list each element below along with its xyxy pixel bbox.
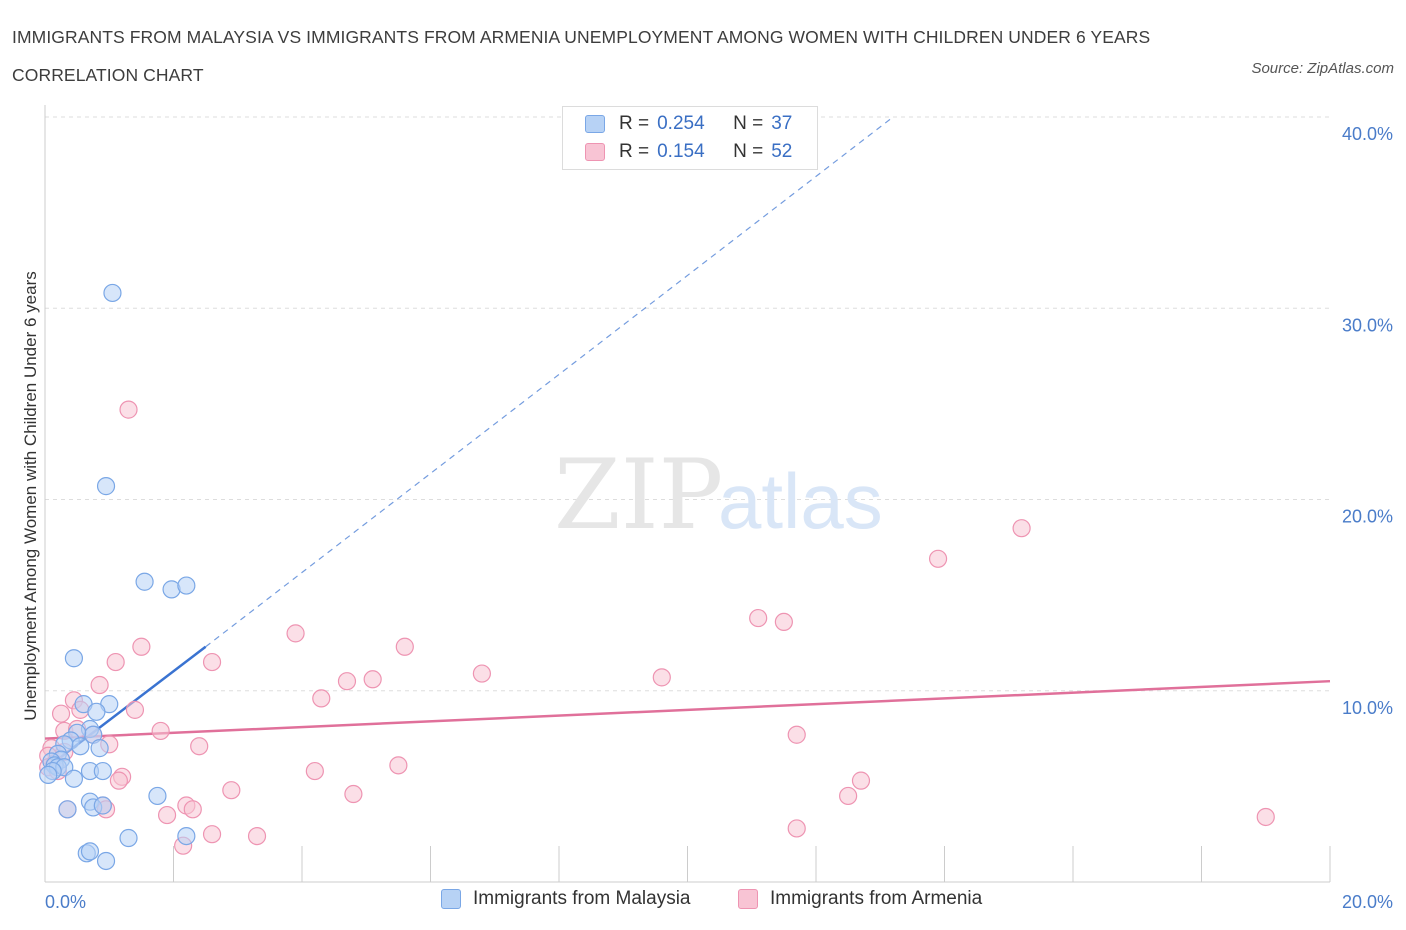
armenia-trend-line <box>44 679 1331 740</box>
chart-source: Source: ZipAtlas.com <box>1251 60 1394 77</box>
n-value: 37 <box>771 113 793 134</box>
malaysia-point <box>177 826 196 846</box>
n-label: N = <box>733 141 764 162</box>
legend-series: Immigrants from Malaysia Immigrants from… <box>0 888 1406 916</box>
malaysia-point <box>93 796 112 815</box>
malaysia-point <box>64 769 84 788</box>
armenia-point <box>190 737 209 756</box>
armenia-point <box>132 637 151 656</box>
armenia-point <box>395 637 414 656</box>
armenia-point <box>286 624 305 643</box>
r-label: R = <box>619 141 650 162</box>
x-tick-label: 20.0% <box>1342 892 1393 912</box>
legend-item-malaysia: Immigrants from Malaysia <box>441 888 691 910</box>
armenia-swatch <box>585 143 605 161</box>
armenia-point <box>337 672 357 691</box>
watermark-zip: ZIP <box>554 439 723 551</box>
armenia-point <box>90 675 109 695</box>
malaysia-point <box>96 851 116 871</box>
y-tick-label: 30.0% <box>1342 315 1393 335</box>
data-points <box>39 283 1275 871</box>
armenia-point <box>749 608 768 628</box>
armenia-point <box>109 771 128 790</box>
legend-label-malaysia: Immigrants from Malaysia <box>473 888 691 909</box>
armenia-point <box>202 825 222 844</box>
armenia-point <box>305 761 324 781</box>
malaysia-point <box>58 800 77 819</box>
armenia-point <box>157 805 177 825</box>
legend-stats: R = 0.254 N = 37 R = 0.154 N = 52 <box>562 106 818 170</box>
legend-item-armenia: Immigrants from Armenia <box>738 888 982 910</box>
armenia-point <box>51 704 71 723</box>
armenia-legend-swatch <box>738 889 758 909</box>
malaysia-point <box>80 842 100 861</box>
armenia-point <box>1012 519 1031 538</box>
y-axis-label: Unemployment Among Women with Children U… <box>21 271 40 720</box>
malaysia-point <box>93 761 112 781</box>
armenia-point <box>851 771 871 790</box>
armenia-point <box>125 700 145 719</box>
malaysia-point <box>119 828 138 848</box>
armenia-point <box>119 400 138 419</box>
armenia-point <box>389 756 408 775</box>
gridlines <box>45 116 1330 692</box>
tick-labels: 10.0% 20.0% 30.0% 40.0% 0.0% 20.0% <box>45 124 1393 912</box>
armenia-point <box>202 652 222 672</box>
legend-label-armenia: Immigrants from Armenia <box>770 888 983 909</box>
armenia-point <box>652 668 671 687</box>
armenia-point <box>774 612 793 632</box>
n-value: 52 <box>771 141 793 162</box>
chart-title: IMMIGRANTS FROM MALAYSIA VS IMMIGRANTS F… <box>12 27 1151 85</box>
legend-row-malaysia: R = 0.254 N = 37 <box>585 111 792 137</box>
malaysia-trend-extension <box>205 116 894 648</box>
malaysia-point <box>39 765 58 785</box>
r-value: 0.154 <box>657 141 705 162</box>
armenia-point <box>344 784 363 804</box>
malaysia-point <box>64 649 84 668</box>
armenia-point <box>106 652 125 672</box>
malaysia-point <box>87 702 106 721</box>
watermark: ZIP atlas <box>554 439 883 551</box>
armenia-point <box>312 689 331 708</box>
armenia-point <box>928 549 948 568</box>
malaysia-point <box>135 572 154 591</box>
r-label: R = <box>619 113 650 134</box>
armenia-point <box>151 721 170 741</box>
r-value: 0.254 <box>657 113 705 134</box>
legend-row-armenia: R = 0.154 N = 52 <box>585 139 792 165</box>
y-tick-label: 20.0% <box>1342 507 1393 527</box>
armenia-point <box>183 800 202 819</box>
watermark-atlas: atlas <box>718 457 883 545</box>
x-tick-label: 0.0% <box>45 892 86 912</box>
malaysia-point <box>103 283 122 303</box>
malaysia-legend-swatch <box>441 889 461 909</box>
malaysia-swatch <box>585 115 605 133</box>
armenia-point <box>787 725 806 744</box>
y-tick-label: 10.0% <box>1342 698 1393 718</box>
armenia-point <box>787 819 806 838</box>
armenia-point <box>472 664 491 683</box>
armenia-point <box>247 826 267 846</box>
armenia-point <box>363 670 382 689</box>
armenia-point <box>222 781 241 800</box>
malaysia-point <box>148 786 167 806</box>
armenia-point <box>839 786 858 806</box>
malaysia-point <box>71 737 90 756</box>
n-label: N = <box>733 113 764 134</box>
malaysia-point <box>177 576 196 595</box>
armenia-point <box>1256 807 1275 827</box>
malaysia-point <box>90 739 109 758</box>
malaysia-point <box>96 477 116 496</box>
y-tick-label: 40.0% <box>1342 124 1393 144</box>
